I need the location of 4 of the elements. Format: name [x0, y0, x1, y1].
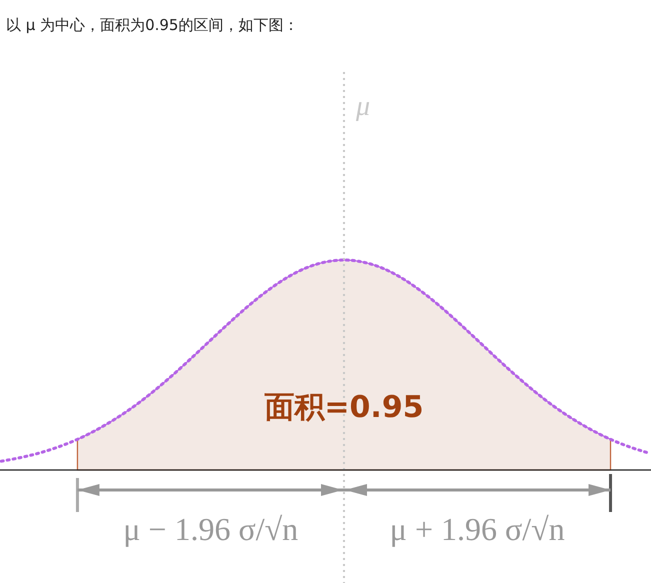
chart-title: 以 μ 为中心，面积为0.95的区间，如下图： — [6, 16, 298, 34]
text: μ − 1.96 σ/√n — [123, 511, 298, 547]
annotation: 面积=0.95 — [264, 390, 424, 425]
text: μ + 1.96 σ/√n — [390, 511, 565, 547]
